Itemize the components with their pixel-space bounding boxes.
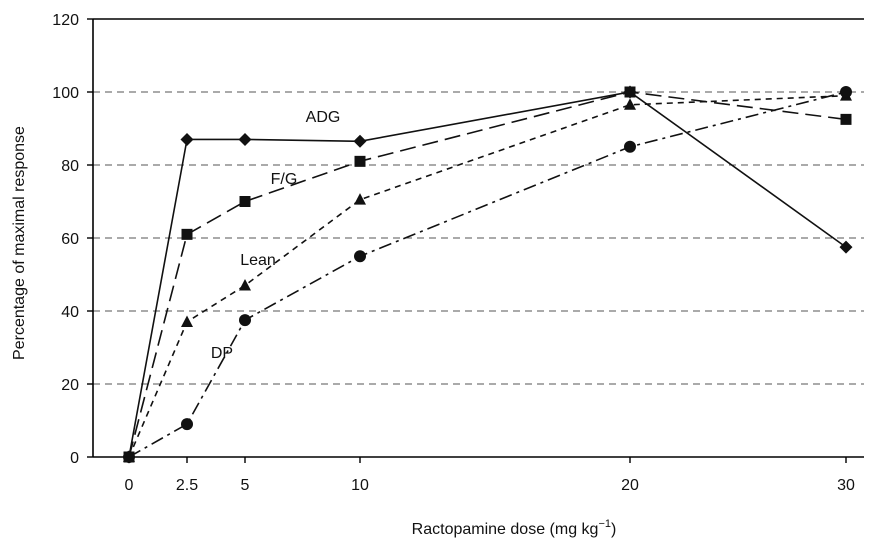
x-tick-label-5: 5 (241, 477, 250, 494)
marker-lean-20 (624, 98, 636, 110)
grid-lines (93, 91, 864, 385)
marker-adg-2.5 (180, 132, 194, 146)
marker-adg-30 (839, 240, 853, 254)
marker-adg-10 (353, 134, 367, 148)
x-axis-label-end: ) (611, 521, 616, 538)
y-tick-label-40: 40 (61, 304, 79, 321)
x-ticks: 0 2.5 5 10 20 30 (125, 457, 855, 494)
series-label-lean: Lean (240, 252, 276, 269)
y-tick-label-120: 120 (52, 12, 79, 29)
y-tick-label-100: 100 (52, 85, 79, 102)
marker-f-g-20 (624, 86, 636, 98)
x-tick-label-30: 30 (837, 477, 855, 494)
marker-f-g-2.5 (181, 228, 193, 240)
marker-dp-2.5 (181, 418, 193, 431)
x-axis-label-main: Ractopamine dose (mg kg (412, 521, 599, 538)
series-lines (128, 91, 847, 458)
x-tick-label-0: 0 (125, 477, 134, 494)
x-tick-label-20: 20 (621, 477, 639, 494)
series-line-lean (128, 94, 847, 458)
y-tick-label-80: 80 (61, 158, 79, 175)
marker-dp-10 (354, 250, 366, 263)
marker-dp-5 (239, 314, 251, 327)
series-line-dp (128, 91, 847, 458)
series-label-adg: ADG (306, 109, 341, 126)
marker-dp-0 (123, 451, 135, 463)
marker-dp-30 (840, 86, 852, 98)
series-markers (122, 85, 853, 464)
x-tick-label-2.5: 2.5 (176, 477, 198, 494)
series-label-f-g: F/G (271, 171, 298, 188)
x-axis-label-superscript: −1 (598, 518, 611, 530)
marker-adg-5 (238, 132, 252, 146)
series-labels: ADG F/G Lean DP (211, 109, 340, 362)
y-tick-label-0: 0 (70, 450, 79, 467)
x-axis-label: Ractopamine dose (mg kg−1) (412, 518, 617, 538)
marker-dp-20 (624, 140, 636, 153)
x-tick-label-10: 10 (351, 477, 369, 494)
y-tick-label-20: 20 (61, 377, 79, 394)
marker-f-g-5 (239, 196, 251, 207)
marker-lean-10 (354, 193, 366, 205)
series-line-f-g (128, 91, 847, 458)
y-tick-label-60: 60 (61, 231, 79, 248)
marker-f-g-30 (840, 113, 852, 125)
series-line-adg (128, 91, 847, 458)
y-axis-label: Percentage of maximal response (11, 126, 28, 360)
marker-lean-2.5 (181, 315, 193, 327)
marker-lean-5 (239, 278, 251, 291)
series-label-dp: DP (211, 345, 233, 362)
marker-f-g-10 (354, 155, 366, 167)
y-ticks: 0 20 40 60 80 100 120 (52, 12, 93, 467)
